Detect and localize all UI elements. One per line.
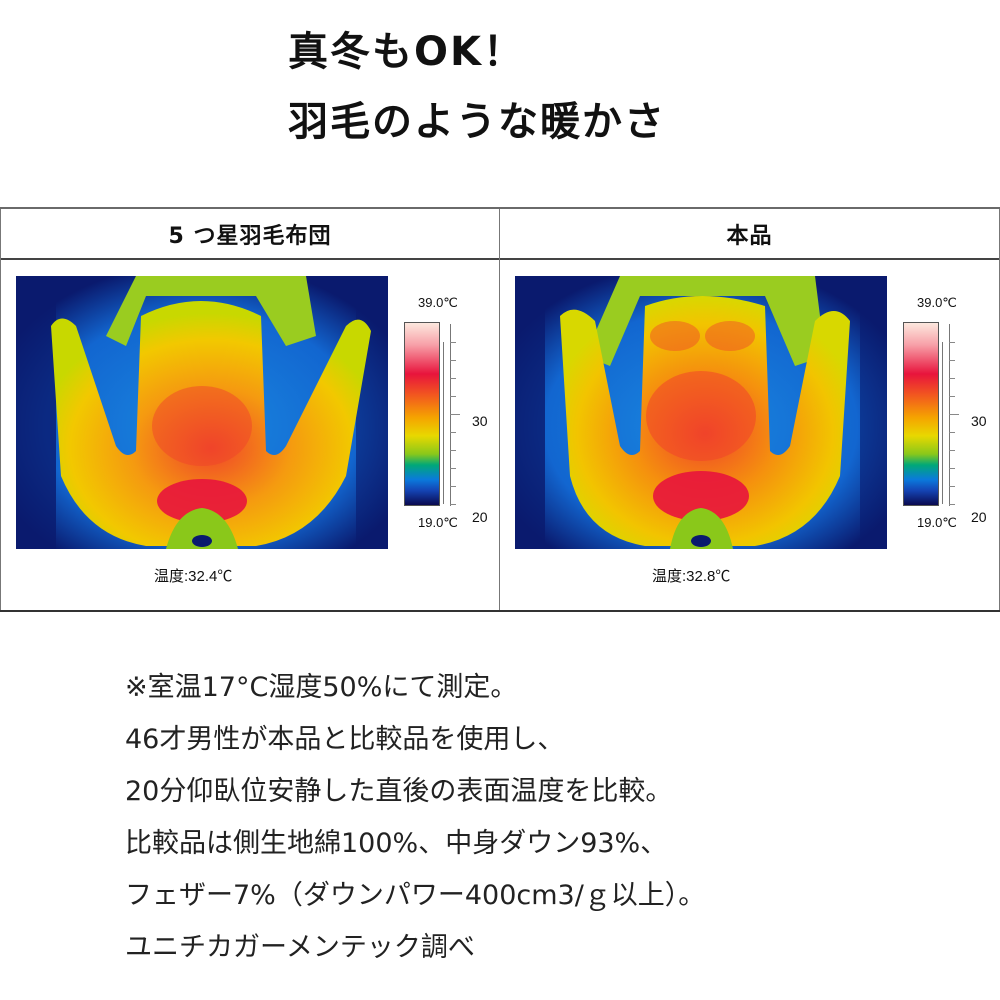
scale-tick-label-20: 20 — [472, 509, 488, 525]
scale-tick — [450, 414, 460, 415]
note-line: ユニチカガーメンテック調べ — [125, 932, 475, 963]
thermal-image — [16, 276, 388, 549]
scale-min-label: 19.0℃ — [418, 515, 458, 530]
color-scale-bar — [903, 322, 939, 506]
temperature-scale: 39.0℃ 30 19.0℃ 20 — [895, 289, 1000, 549]
note-line: 20分仰臥位安静した直後の表面温度を比較。 — [125, 776, 673, 807]
scale-axis-line — [443, 342, 444, 504]
scale-tick — [450, 396, 456, 397]
scale-tick — [949, 360, 955, 361]
comparison-column-five-star: 5 つ星羽毛布団 — [0, 209, 500, 610]
note-line: 比較品は側生地綿100%、中身ダウン93%、 — [125, 828, 668, 859]
surface-temperature: 温度:32.4℃ — [154, 568, 233, 585]
headline-line-2: 羽毛のような暖かさ — [288, 99, 666, 145]
thermal-image — [515, 276, 887, 549]
scale-tick — [450, 360, 456, 361]
column-header: 5 つ星羽毛布団 — [1, 209, 499, 260]
scale-tick — [949, 378, 955, 379]
scale-ruler — [450, 324, 451, 506]
scale-tick — [450, 468, 456, 469]
temperature-scale: 39.0℃ 30 19.0℃ 20 — [396, 289, 501, 549]
scale-tick — [949, 486, 955, 487]
scale-tick — [949, 342, 955, 343]
scale-tick — [949, 468, 955, 469]
comparison-table: 5 つ星羽毛布団 — [0, 207, 1000, 612]
scale-min-label: 19.0℃ — [917, 515, 957, 530]
scale-tick-label-20: 20 — [971, 509, 987, 525]
headline-line-1: 真冬もOK！ — [288, 29, 525, 75]
scale-axis-line — [942, 342, 943, 504]
comparison-column-this-product: 本品 — [500, 209, 1000, 610]
scale-ruler — [949, 324, 950, 506]
scale-tick — [450, 432, 456, 433]
scale-tick — [949, 414, 959, 415]
scale-tick — [450, 342, 456, 343]
measurement-notes: ※室温17°C湿度50%にて測定。 46才男性が本品と比較品を使用し、 20分仰… — [125, 662, 705, 974]
color-scale-bar — [404, 322, 440, 506]
surface-temperature: 温度:32.8℃ — [652, 568, 731, 585]
note-line: フェザー7%（ダウンパワー400cm3/ｇ以上）。 — [125, 880, 706, 911]
scale-tick — [450, 486, 456, 487]
scale-tick-label-30: 30 — [971, 413, 987, 429]
scale-tick — [949, 504, 955, 505]
column-header: 本品 — [500, 209, 999, 260]
note-line: ※室温17°C湿度50%にて測定。 — [125, 672, 518, 703]
scale-tick — [949, 432, 955, 433]
thermal-body-graphic — [515, 276, 887, 549]
scale-max-label: 39.0℃ — [917, 295, 957, 310]
scale-tick — [450, 504, 456, 505]
scale-tick-label-30: 30 — [472, 413, 488, 429]
scale-tick — [949, 396, 955, 397]
scale-tick — [450, 450, 456, 451]
thermal-body-graphic — [16, 276, 388, 549]
scale-max-label: 39.0℃ — [418, 295, 458, 310]
note-line: 46才男性が本品と比較品を使用し、 — [125, 724, 565, 755]
scale-tick — [949, 450, 955, 451]
scale-tick — [450, 378, 456, 379]
